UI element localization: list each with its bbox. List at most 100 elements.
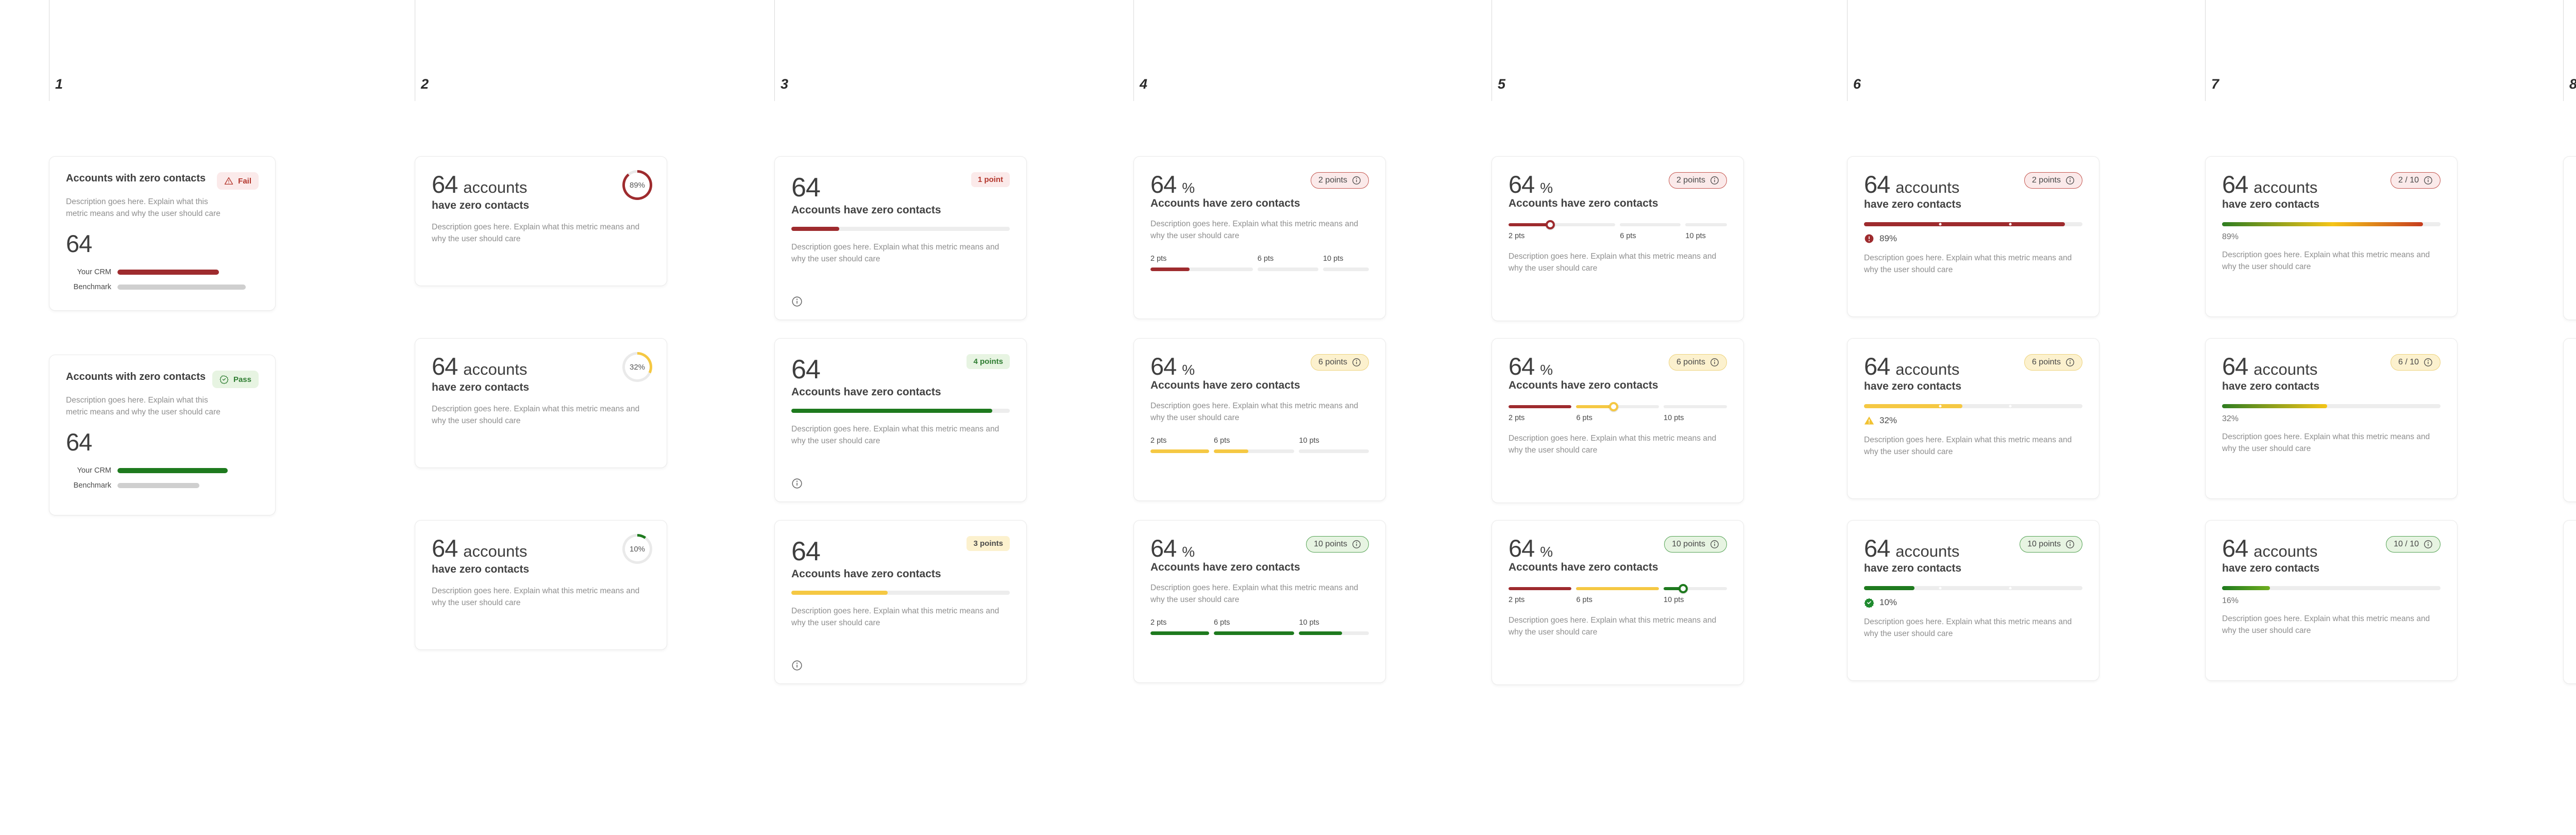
- metric-unit: accounts: [2253, 178, 2318, 196]
- bar-marker-dot: [2009, 223, 2012, 226]
- card-description: Description goes here. Explain what this…: [791, 607, 999, 628]
- card-title: Accounts with zero contacts: [66, 371, 206, 382]
- info-circle-icon[interactable]: [2424, 358, 2433, 367]
- card-subtitle: Accounts have zero contacts: [1150, 197, 1300, 209]
- score-badge: 6 / 10: [2390, 354, 2441, 371]
- status-badge: Fail: [217, 172, 259, 190]
- gradient-fill: [2222, 586, 2270, 590]
- scale-segment: 2 pts: [1150, 619, 1214, 635]
- score-badge-label: 2 / 10: [2398, 176, 2419, 185]
- progress-bar: [2222, 586, 2441, 590]
- scale-label: 6 pts: [1213, 618, 1230, 627]
- metric-card: 64 accounts 2 points have zero contacts …: [1847, 156, 2099, 317]
- warning-triangle-icon: [224, 176, 233, 186]
- metric-value: 64: [1150, 353, 1177, 380]
- segment-fill: [1150, 449, 1209, 453]
- metric-value: 64: [1150, 171, 1177, 198]
- segment-fill: [1213, 449, 1249, 453]
- info-circle-icon[interactable]: [1710, 176, 1719, 185]
- your-crm-bar: [117, 269, 219, 275]
- column-divider: [774, 0, 775, 101]
- info-circle-icon[interactable]: [791, 478, 803, 489]
- points-badge-label: 6 points: [2031, 358, 2061, 366]
- slider-segment: [1664, 405, 1727, 408]
- points-slider: 2 pts 6 pts 10 pts: [1509, 584, 1727, 604]
- seal-check-icon: [1864, 597, 1874, 608]
- scale-label: 6 pts: [1213, 436, 1230, 445]
- metric-value: 64: [432, 535, 458, 562]
- scale-label: 10 pts: [1664, 414, 1684, 422]
- points-badge: 10 points: [1664, 536, 1727, 553]
- score-badge: 2 / 10: [2390, 172, 2441, 189]
- info-circle-icon[interactable]: [791, 660, 803, 671]
- scale-segment: 2 pts: [1150, 437, 1214, 453]
- card-subtitle: Accounts have zero contacts: [1509, 379, 1658, 391]
- card-description: Description goes here. Explain what this…: [791, 425, 999, 446]
- points-scale: 2 pts 6 pts 10 pts: [1150, 255, 1369, 271]
- progress-fill: [1864, 222, 2065, 226]
- metric-unit: accounts: [463, 542, 528, 560]
- scale-segment: 10 pts: [1299, 619, 1369, 635]
- metric-value: 64: [2222, 353, 2248, 380]
- progress-ring-label: 10%: [629, 544, 646, 554]
- info-circle-icon[interactable]: [1352, 540, 1361, 549]
- info-circle-icon[interactable]: [1710, 358, 1719, 367]
- metric-card: 64 accounts have zero contacts Descripti…: [2563, 156, 2576, 320]
- card-subtitle: have zero contacts: [1864, 198, 1962, 210]
- scale-segment: 2 pts: [1150, 255, 1258, 271]
- card-subtitle: have zero contacts: [432, 199, 530, 211]
- scale-segment: 6 pts: [1213, 436, 1299, 453]
- metric-card: 64 % 10 points Accounts have zero contac…: [1133, 520, 1386, 683]
- points-scale: 2 pts 6 pts 10 pts: [1150, 619, 1369, 635]
- metric-value: 64: [1150, 535, 1177, 562]
- scale-segment: 10 pts: [1299, 437, 1369, 453]
- info-circle-icon[interactable]: [1352, 358, 1361, 367]
- column-divider: [2563, 0, 2564, 101]
- card-description: Description goes here. Explain what this…: [1150, 402, 1359, 423]
- bar-label-benchmark: Benchmark: [73, 481, 111, 490]
- metric-card: 64 % 2 points Accounts have zero contact…: [1133, 156, 1386, 319]
- metric-unit: %: [1540, 362, 1553, 378]
- info-circle-icon[interactable]: [2424, 540, 2433, 549]
- info-circle-icon[interactable]: [2065, 176, 2075, 185]
- scale-label: 10 pts: [1299, 436, 1319, 445]
- slider-knob[interactable]: [1608, 402, 1618, 411]
- card-description: Description goes here. Explain what this…: [1150, 220, 1359, 241]
- points-badge: 4 points: [967, 354, 1010, 369]
- info-circle-icon[interactable]: [2065, 358, 2075, 367]
- progress-ring-label: 32%: [629, 362, 646, 372]
- points-badge-label: 6 points: [1318, 358, 1347, 366]
- score-badge: 10 / 10: [2386, 536, 2441, 553]
- alert-circle-icon: [1864, 233, 1874, 244]
- column-number: 2: [421, 76, 429, 92]
- slider-knob[interactable]: [1545, 220, 1555, 229]
- card-description: Description goes here. Explain what this…: [1864, 254, 2072, 275]
- card-description: Description goes here. Explain what this…: [1150, 583, 1359, 605]
- slider-label-cell: 6 pts: [1620, 232, 1685, 240]
- slider-label-cell: 10 pts: [1664, 596, 1727, 604]
- card-description: Description goes here. Explain what this…: [2222, 614, 2430, 636]
- metric-unit: %: [1540, 180, 1553, 196]
- slider-label-cell: 10 pts: [1664, 414, 1727, 422]
- progress-ring-label: 89%: [629, 180, 646, 190]
- segment-fill: [1299, 631, 1343, 635]
- bar-label-benchmark: Benchmark: [73, 282, 111, 291]
- points-badge-label: 6 points: [1676, 358, 1705, 366]
- slider-knob[interactable]: [1679, 584, 1688, 593]
- points-badge: 2 points: [2024, 172, 2082, 189]
- column-number: 7: [2211, 76, 2219, 92]
- benchmark-bar: [117, 284, 246, 290]
- column-number: 1: [55, 76, 63, 92]
- info-circle-icon[interactable]: [791, 296, 803, 307]
- info-circle-icon[interactable]: [1710, 540, 1719, 549]
- score-badge-label: 10 / 10: [2394, 540, 2419, 548]
- bar-marker-dot: [1939, 223, 1942, 226]
- info-circle-icon[interactable]: [1352, 176, 1361, 185]
- info-circle-icon[interactable]: [2424, 176, 2433, 185]
- info-circle-icon[interactable]: [2065, 540, 2075, 549]
- metric-card: 64 3 points Accounts have zero contacts …: [774, 520, 1027, 684]
- scale-label: 10 pts: [1299, 618, 1319, 627]
- points-badge: 1 point: [971, 172, 1010, 187]
- scale-label: 10 pts: [1664, 596, 1684, 604]
- metric-card: 64 accounts have zero contacts Descripti…: [415, 338, 667, 468]
